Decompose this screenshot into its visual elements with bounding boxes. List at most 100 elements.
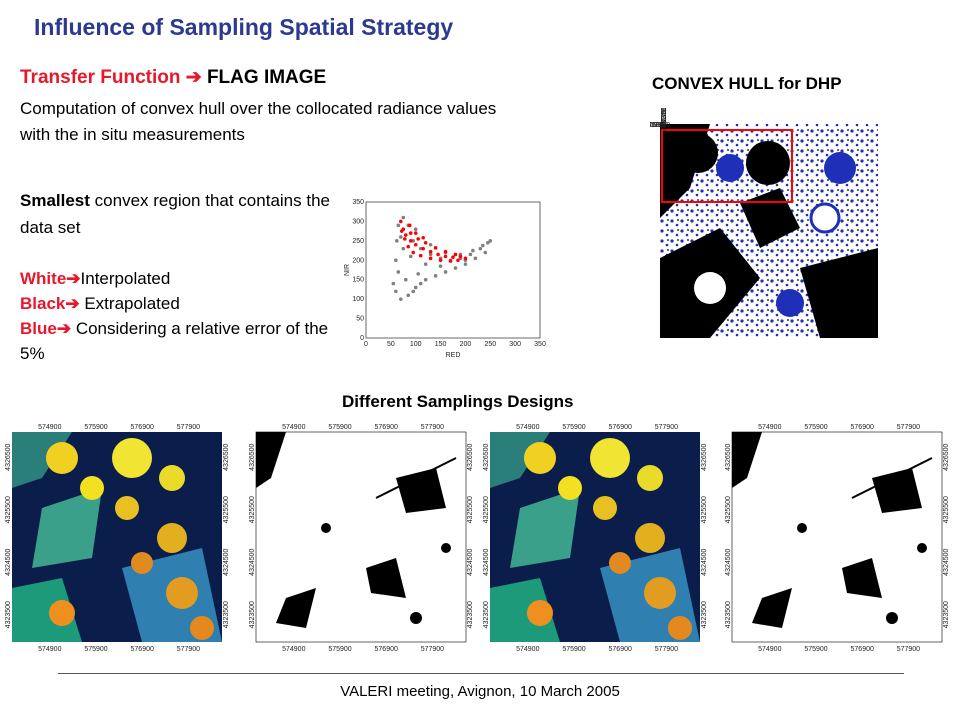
map-x-tick: 575900 [562,646,585,653]
scatter-point [483,250,488,255]
map-x-tick: 577900 [897,646,920,653]
map-y-tick: 4325500 [223,496,230,523]
map-y-tick: 4323500 [5,601,12,628]
arrow-icon: ➔ [65,294,80,313]
nir-red-scatter-chart: 0 50 100 150 200 250 300 350 0 50 100 150 200 250 300 3… [344,199,546,359]
flag-legend: White➔Interpolated Black➔ Extrapolated B… [20,266,345,366]
scatter-point [399,229,404,233]
legend-item-blue: Blue➔ Considering a relative error of th… [20,316,345,366]
scatter-point [395,239,399,243]
y-tick-label: 100 [352,296,364,303]
map-y-tick: 4326500 [467,443,474,470]
scatter-point [453,252,458,257]
map-x-tick: 575900 [84,424,107,431]
scatter-point [396,223,401,228]
scatter-point [428,256,433,261]
map-x-tick: 576900 [375,424,398,431]
scatter-point [433,246,438,250]
sampling-design-map-4: 574900 574900 575900 575900 576900 576900 5779… [725,424,950,653]
y-tick-label: 50 [356,316,364,323]
map-x-tick: 574900 [282,424,305,431]
x-tick-label: 350 [534,341,546,348]
scatter-point [458,254,463,259]
legend-key: Black [20,294,66,313]
scatter-point [394,258,398,263]
scatter-point [471,248,475,253]
scatter-point [443,270,448,274]
scatter-point [486,241,490,245]
map-y-tick: 4324500 [467,548,474,575]
scatter-point [413,227,418,231]
scatter-point [451,255,455,259]
map-y-tick: 4326500 [249,443,256,470]
map-y-tick: 4324500 [249,548,256,575]
scatter-point [411,289,416,294]
legend-item-black: Black➔ Extrapolated [20,291,345,316]
map-x-tick: 576900 [609,646,632,653]
y-tick-label: 150 [352,277,364,284]
scatter-point [411,250,416,255]
scatter-point [399,297,403,301]
y-tick-label: 300 [352,218,364,225]
scatter-point [399,219,403,224]
map-x-tick: 575900 [328,646,351,653]
scatter-point [463,262,468,266]
map-x-tick: 575900 [650,122,666,129]
scatter-point [391,281,396,286]
scatter-point [428,252,433,257]
transfer-function-heading: Transfer Function ➔ FLAG IMAGE [20,66,326,89]
y-tick-label: 0 [360,335,364,342]
map-x-tick: 575900 [328,424,351,431]
scatter-point [408,254,413,259]
scatter-point [402,237,407,241]
scatter-point [401,215,406,220]
x-tick-label: 50 [387,341,395,348]
scatter-point [401,246,406,251]
legend-key: Blue [20,319,57,338]
smallest-region-text: Smallest convex region that contains the… [20,187,340,241]
scatter-point [413,231,418,235]
zoom-box [661,129,793,203]
sampling-design-map-2: 574900 574900 575900 575900 576900 576900 5779… [249,424,474,653]
map-y-tick: 4325500 [5,496,12,523]
scatter-point [418,281,423,286]
map-y-tick: 4323500 [701,601,708,628]
plot-area [365,201,541,339]
arrow-icon: ➔ [185,67,202,88]
scatter-point [456,258,460,263]
map-x-tick: 574900 [650,122,664,129]
scatter-point [413,242,418,247]
arrow-icon: ➔ [56,319,72,338]
map-y-tick: 4324500 [223,548,230,575]
scatter-point [436,252,440,257]
scatter-point [438,264,443,268]
map-y-tick: 4323500 [725,601,732,628]
map-y-tick: 4326500 [943,443,950,470]
map-y-tick: 4325500 [249,496,256,523]
map-y-tick: 4326500 [725,443,732,470]
legend-text: Interpolated [80,269,171,288]
scatter-point [423,262,428,266]
legend-text: Extrapolated [79,294,180,313]
map-y-tick: 4323500 [223,601,230,628]
smallest-rest: convex region that contains the data set [20,191,330,237]
scatter-point [411,239,416,243]
map-x-tick: 574900 [758,424,781,431]
scatter-point [433,274,438,278]
map-y-tick: 4324500 [483,548,490,575]
map-y-tick: 4324500 [943,548,950,575]
scatter-point [481,243,485,248]
map-y-tick: 4325500 [483,496,490,523]
legend-item-white: White➔Interpolated [20,266,345,291]
map-y-tick: 4323500 [467,601,474,628]
map-y-tick: 4324500 [661,108,668,128]
map-y-tick: 4326500 [483,443,490,470]
x-tick-label: 0 [364,341,368,348]
y-axis-label: NIR [344,264,351,276]
map-x-tick: 574900 [282,646,305,653]
scatter-point [408,239,413,243]
x-tick-label: 200 [460,341,472,348]
map-y-tick: 4325500 [725,496,732,523]
scatter-point [406,244,411,249]
scatter-point [403,233,408,237]
